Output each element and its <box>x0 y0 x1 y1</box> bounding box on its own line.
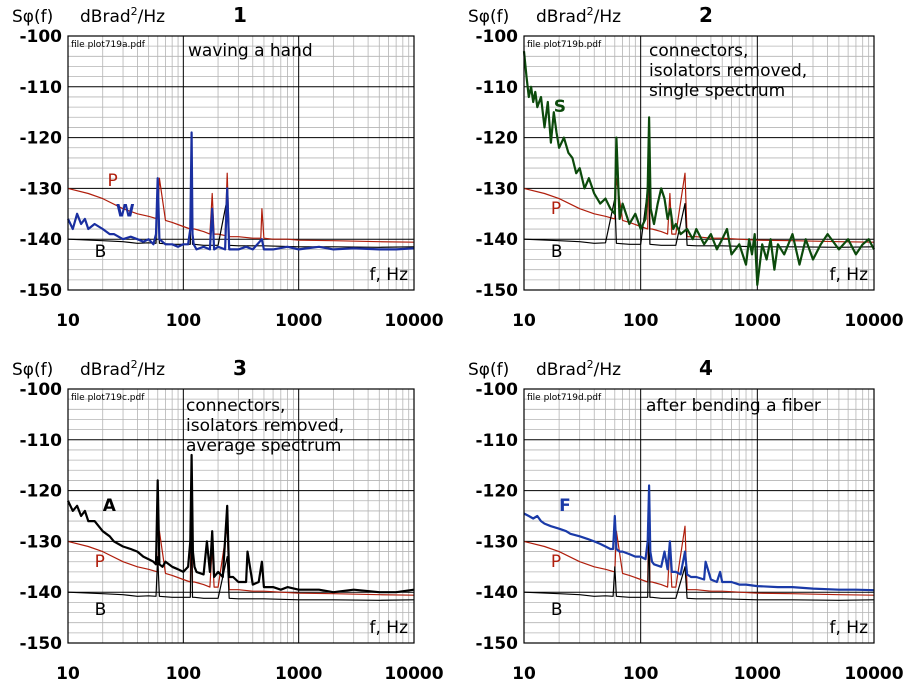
y-tick-label: -100 <box>19 380 62 400</box>
x-tick-label: 1000 <box>734 311 781 331</box>
y-tick-label: -140 <box>475 583 518 603</box>
panel-3: -100 -110 -120 -130 -140 -150 10 100 1000 10000 Sφ… <box>12 356 444 684</box>
series-b-line <box>523 520 875 601</box>
x-axis-label: f, Hz <box>830 618 869 638</box>
x-tick-label: 1000 <box>275 664 322 684</box>
x-tick-label: 100 <box>623 311 659 331</box>
y-axis-label: Sφ(f) <box>12 7 53 27</box>
series-label-b: B <box>95 242 107 262</box>
series-p-line <box>67 495 415 596</box>
panel-number: 2 <box>699 3 713 27</box>
series-label-p: P <box>551 552 561 572</box>
file-label: file plot719a.pdf <box>71 40 146 50</box>
annotation-text: average spectrum <box>186 436 341 456</box>
y-tick-label: -140 <box>19 583 62 603</box>
series-s-line <box>522 51 875 286</box>
series-p-line <box>523 495 875 596</box>
x-tick-label: 10000 <box>384 311 443 331</box>
annotation-text: isolators removed, <box>186 416 344 436</box>
panel-number: 3 <box>233 356 247 380</box>
file-label: file plot719c.pdf <box>71 393 145 403</box>
y-units-label: dBrad2/Hz <box>536 358 621 380</box>
series-label-p: P <box>95 552 105 572</box>
x-axis-label: f, Hz <box>370 265 409 285</box>
annotation-text: single spectrum <box>649 81 785 101</box>
series-w-line <box>67 131 415 251</box>
y-tick-label: -100 <box>475 380 518 400</box>
x-axis-label: f, Hz <box>370 618 409 638</box>
series-b-line <box>523 177 875 248</box>
y-axis-label: Sφ(f) <box>12 360 53 380</box>
y-tick-label: -150 <box>475 281 518 301</box>
y-tick-label: -120 <box>475 482 518 502</box>
file-label: file plot719d.pdf <box>527 393 602 403</box>
annotation-text: connectors, <box>186 396 285 416</box>
y-tick-label: -130 <box>475 179 518 199</box>
x-tick-label: 10000 <box>844 664 903 684</box>
series-label-b: B <box>551 600 563 620</box>
file-label: file plot719b.pdf <box>527 40 602 50</box>
panel-1: -100 -110 -120 -130 -140 -150 10 100 1000 10000 Sφ… <box>12 3 444 331</box>
y-tick-label: -100 <box>475 27 518 47</box>
y-axis-label: Sφ(f) <box>468 7 509 27</box>
series-label-a: A <box>103 496 117 516</box>
panel-number: 4 <box>699 356 713 380</box>
y-units-label: dBrad2/Hz <box>80 5 165 27</box>
series-f-line <box>523 484 875 592</box>
y-tick-label: -110 <box>19 431 62 451</box>
y-tick-label: -100 <box>19 27 62 47</box>
x-tick-label: 10 <box>56 311 80 331</box>
y-tick-label: -140 <box>19 230 62 250</box>
y-tick-label: -140 <box>475 230 518 250</box>
y-tick-label: -150 <box>19 634 62 654</box>
plot-frame <box>67 388 415 644</box>
x-tick-label: 10000 <box>384 664 443 684</box>
plot-frame <box>523 388 875 644</box>
annotation-text: waving a hand <box>188 41 313 61</box>
x-tick-label: 1000 <box>734 664 781 684</box>
y-units-label: dBrad2/Hz <box>536 5 621 27</box>
annotation-text: after bending a fiber <box>646 396 821 416</box>
x-tick-label: 10 <box>512 664 536 684</box>
series-label-f: F <box>559 496 571 516</box>
series-a-line <box>67 453 415 594</box>
y-tick-label: -120 <box>19 129 62 149</box>
series-label-s: S <box>554 97 566 117</box>
series-label-w: W <box>116 201 135 221</box>
x-tick-label: 100 <box>623 664 659 684</box>
x-tick-label: 100 <box>166 311 202 331</box>
series-label-b: B <box>551 242 563 262</box>
series-label-b: B <box>95 600 107 620</box>
annotation-text: connectors, <box>649 41 748 61</box>
y-tick-label: -120 <box>19 482 62 502</box>
x-axis-label: f, Hz <box>830 265 869 285</box>
x-tick-label: 1000 <box>275 311 322 331</box>
y-tick-label: -150 <box>19 281 62 301</box>
panel-number: 1 <box>233 3 247 27</box>
y-tick-label: -110 <box>19 78 62 98</box>
y-tick-label: -120 <box>475 129 518 149</box>
series-b-line <box>67 525 415 601</box>
annotation-text: isolators removed, <box>649 61 807 81</box>
y-axis-label: Sφ(f) <box>468 360 509 380</box>
y-units-label: dBrad2/Hz <box>80 358 165 380</box>
y-tick-label: -130 <box>475 532 518 552</box>
y-tick-label: -110 <box>475 78 518 98</box>
x-tick-label: 10000 <box>844 311 903 331</box>
y-tick-label: -130 <box>19 179 62 199</box>
y-tick-label: -110 <box>475 431 518 451</box>
plot-frame <box>523 35 875 291</box>
x-tick-label: 100 <box>166 664 202 684</box>
x-tick-label: 10 <box>512 311 536 331</box>
y-tick-label: -150 <box>475 634 518 654</box>
plot-frame <box>67 35 415 291</box>
series-p-line <box>523 142 875 243</box>
y-tick-label: -130 <box>19 532 62 552</box>
x-tick-label: 10 <box>56 664 80 684</box>
series-label-p: P <box>551 199 561 219</box>
panel-2: -100 -110 -120 -130 -140 -150 10 100 1000 10000 Sφ… <box>468 3 904 331</box>
series-label-p: P <box>107 171 117 191</box>
panel-4: -100 -110 -120 -130 -140 -150 10 100 1000 10000 Sφ… <box>468 356 904 684</box>
